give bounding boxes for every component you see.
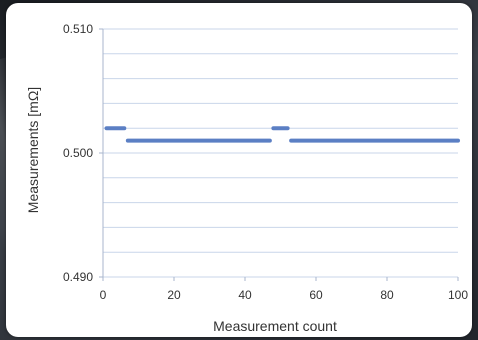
data-layer	[104, 126, 460, 143]
chart-panel	[6, 3, 472, 337]
y-tick-label: 0.510	[63, 22, 93, 36]
axis-layer	[99, 28, 459, 281]
x-tick-label: 80	[380, 288, 394, 302]
y-axis-label: Measurements [mΩ]	[25, 87, 41, 213]
x-tick-label: 60	[309, 288, 323, 302]
x-axis-label: Measurement count	[213, 318, 337, 334]
tick-label-layer: 0.510 0.500 0.490 0 20 40 60 80 100	[63, 22, 468, 302]
x-tick-label: 40	[238, 288, 252, 302]
x-tick-label: 100	[448, 288, 468, 302]
x-tick-label: 20	[167, 288, 181, 302]
x-tick-label: 0	[100, 288, 107, 302]
grid-layer	[103, 28, 458, 278]
y-tick-label: 0.490	[63, 270, 93, 284]
y-tick-label: 0.500	[63, 146, 93, 160]
